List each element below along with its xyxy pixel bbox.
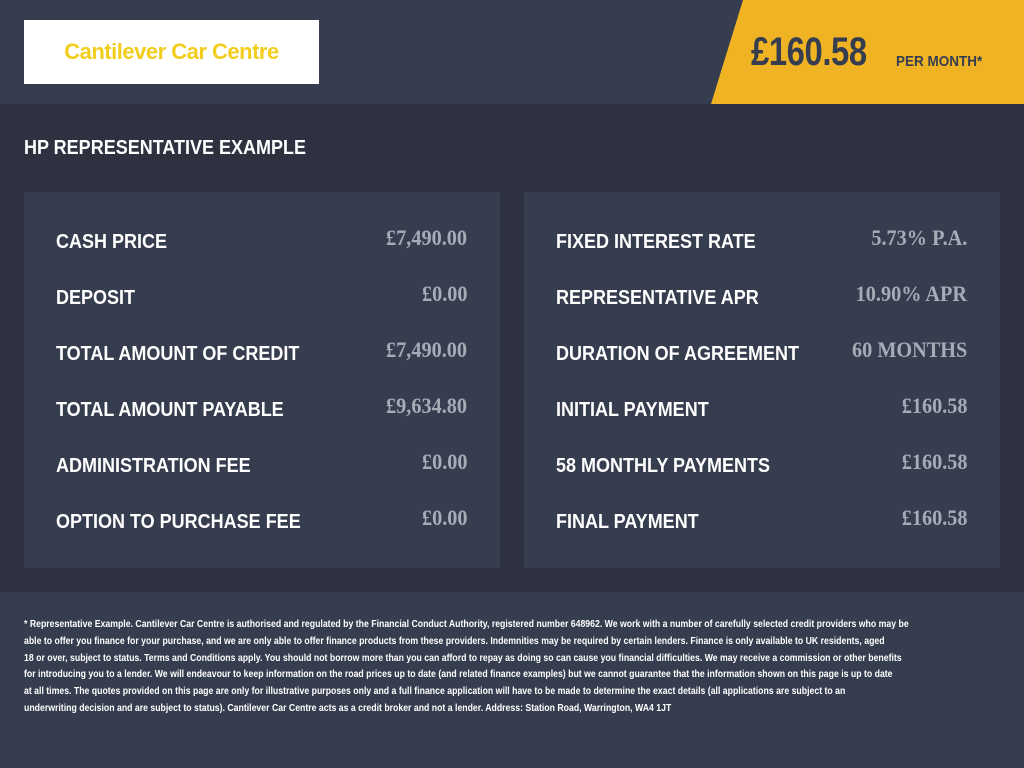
- row-value: £9,634.80: [386, 393, 467, 418]
- row-label: FINAL PAYMENT: [556, 511, 699, 533]
- row-value: £7,490.00: [386, 337, 467, 362]
- row-label: ADMINISTRATION FEE: [56, 455, 251, 477]
- row-value: 5.73% P.A.: [871, 225, 967, 250]
- logo[interactable]: Cantilever Car Centre: [24, 20, 319, 84]
- finance-row: ADMINISTRATION FEE £0.00: [56, 448, 467, 478]
- finance-row: REPRESENTATIVE APR 10.90% APR: [556, 280, 967, 310]
- disclaimer-line: able to offer you finance for your purch…: [24, 634, 885, 647]
- logo-text: Cantilever Car Centre: [64, 39, 279, 64]
- row-value: £0.00: [421, 449, 467, 474]
- row-value: 60 MONTHS: [851, 337, 967, 362]
- row-value: 10.90% APR: [855, 281, 967, 306]
- per-month-label: PER MONTH*: [896, 53, 983, 70]
- row-label: INITIAL PAYMENT: [556, 399, 709, 421]
- monthly-price: £160.58: [751, 30, 867, 74]
- row-label: DURATION OF AGREEMENT: [556, 343, 799, 365]
- header: Cantilever Car Centre £160.58 PER MONTH*: [0, 0, 1024, 104]
- monthly-price-banner: £160.58 PER MONTH*: [711, 0, 1024, 104]
- disclaimer-line: 18 or over, subject to status. Terms and…: [24, 651, 902, 664]
- finance-row: CASH PRICE £7,490.00: [56, 224, 467, 254]
- row-label: OPTION TO PURCHASE FEE: [56, 511, 301, 533]
- footer: * Representative Example. Cantilever Car…: [0, 592, 1024, 768]
- row-value: £0.00: [421, 505, 467, 530]
- finance-row: DURATION OF AGREEMENT 60 MONTHS: [556, 336, 967, 366]
- row-label: FIXED INTEREST RATE: [556, 231, 756, 253]
- finance-row: OPTION TO PURCHASE FEE £0.00: [56, 504, 467, 534]
- disclaimer: * Representative Example. Cantilever Car…: [24, 616, 984, 717]
- finance-panel-left: CASH PRICE £7,490.00 DEPOSIT £0.00 TOTAL AMO…: [24, 192, 500, 568]
- row-label: DEPOSIT: [56, 287, 136, 309]
- row-label: TOTAL AMOUNT PAYABLE: [56, 399, 284, 421]
- row-value: £0.00: [421, 281, 467, 306]
- finance-row: TOTAL AMOUNT OF CREDIT £7,490.00: [56, 336, 467, 366]
- row-value: £160.58: [901, 393, 967, 418]
- finance-row: DEPOSIT £0.00: [56, 280, 467, 310]
- row-label: CASH PRICE: [56, 231, 168, 253]
- row-value: £160.58: [901, 505, 967, 530]
- row-label: 58 MONTHLY PAYMENTS: [556, 455, 771, 477]
- finance-row: INITIAL PAYMENT £160.58: [556, 392, 967, 422]
- finance-row: TOTAL AMOUNT PAYABLE £9,634.80: [56, 392, 467, 422]
- finance-row: 58 MONTHLY PAYMENTS £160.58: [556, 448, 967, 478]
- disclaimer-line: for introducing you to a lender. We will…: [24, 668, 893, 681]
- row-value: £7,490.00: [386, 225, 467, 250]
- finance-row: FIXED INTEREST RATE 5.73% P.A.: [556, 224, 967, 254]
- section-title: HP REPRESENTATIVE EXAMPLE: [24, 137, 307, 159]
- disclaimer-line: at all times. The quotes provided on thi…: [24, 685, 846, 698]
- finance-row: FINAL PAYMENT £160.58: [556, 504, 967, 534]
- row-label: REPRESENTATIVE APR: [556, 287, 759, 309]
- disclaimer-line: underwriting decision and are subject to…: [24, 701, 672, 714]
- disclaimer-line: * Representative Example. Cantilever Car…: [24, 618, 909, 630]
- row-value: £160.58: [901, 449, 967, 474]
- row-label: TOTAL AMOUNT OF CREDIT: [56, 343, 300, 365]
- finance-panel-right: FIXED INTEREST RATE 5.73% P.A. REPRESENTAT…: [524, 192, 1000, 568]
